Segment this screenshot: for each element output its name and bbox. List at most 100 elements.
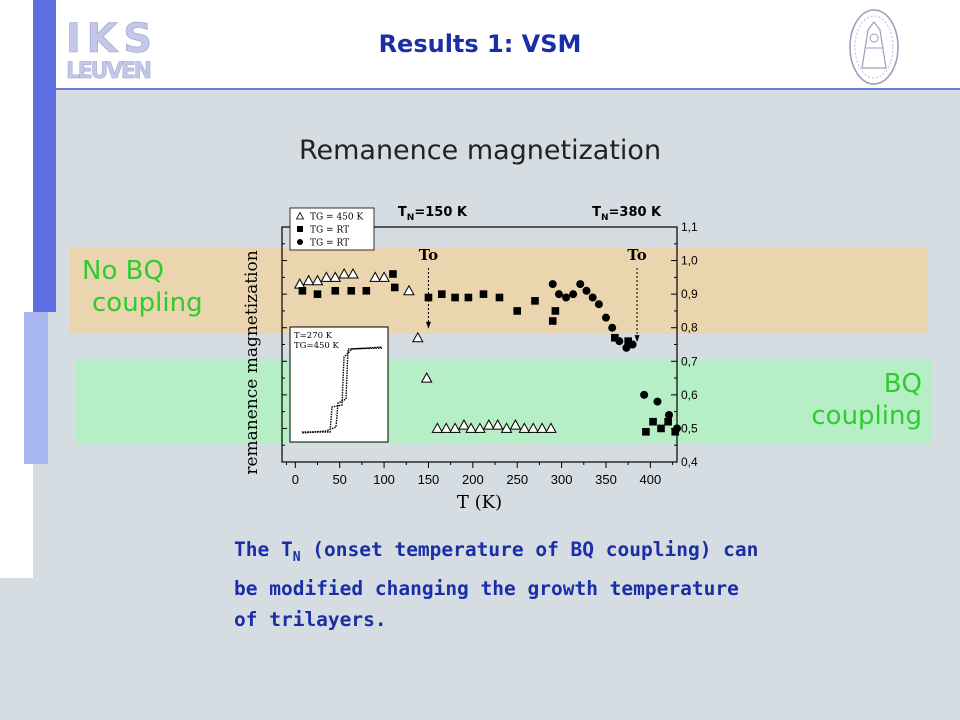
data-point-triangle bbox=[293, 278, 306, 289]
data-point-triangle bbox=[482, 419, 495, 430]
data-point-triangle bbox=[518, 422, 531, 433]
legend-label: TG = RT bbox=[310, 239, 349, 249]
data-point-square bbox=[313, 290, 322, 298]
x-tick-label: 300 bbox=[551, 472, 573, 487]
data-point-square bbox=[657, 424, 665, 433]
legend-marker-triangle bbox=[295, 211, 305, 220]
accent-bar-light bbox=[24, 312, 48, 464]
data-point-triangle bbox=[311, 274, 324, 286]
legend-box bbox=[289, 207, 375, 251]
logo-line-1: IKS bbox=[66, 16, 152, 62]
chart-title: Remanence magnetization bbox=[298, 135, 662, 166]
data-point-square bbox=[649, 417, 657, 426]
x-tick-label: 150 bbox=[418, 472, 440, 487]
data-point-circle bbox=[665, 411, 674, 419]
data-point-square bbox=[495, 293, 504, 302]
header-divider bbox=[56, 88, 960, 90]
data-point-square bbox=[531, 297, 539, 305]
data-point-circle bbox=[554, 290, 563, 299]
accent-bar-dark bbox=[33, 0, 56, 312]
y-tick-label: 0,9 bbox=[681, 287, 698, 301]
legend-marker-circle bbox=[297, 239, 303, 245]
x-tick-label: 0 bbox=[292, 472, 299, 487]
data-point-square bbox=[611, 333, 619, 342]
data-point-triangle bbox=[491, 419, 504, 430]
data-point-circle bbox=[582, 286, 591, 295]
x-tick-label: 200 bbox=[462, 472, 484, 487]
data-point-triangle bbox=[449, 422, 461, 433]
data-point-square bbox=[464, 293, 473, 302]
data-point-triangle bbox=[329, 271, 342, 282]
inset-box bbox=[289, 326, 389, 443]
data-point-circle bbox=[594, 300, 603, 309]
caption: The TN (onset temperature of BQ coupling… bbox=[234, 534, 774, 635]
data-point-circle bbox=[640, 390, 649, 399]
tn-annotation-subscript: N bbox=[407, 213, 415, 223]
data-point-triangle bbox=[347, 267, 359, 279]
data-point-triangle bbox=[545, 422, 557, 433]
data-point-triangle bbox=[500, 422, 513, 433]
data-point-square bbox=[347, 286, 356, 295]
data-point-triangle bbox=[440, 422, 453, 433]
data-point-triangle bbox=[369, 271, 382, 282]
inset-hysteresis-down bbox=[301, 347, 383, 434]
university-seal-icon bbox=[849, 9, 899, 85]
x-tick-label: 100 bbox=[373, 472, 395, 487]
data-point-circle bbox=[601, 313, 610, 322]
data-point-square bbox=[451, 293, 459, 302]
left-margin bbox=[0, 0, 33, 578]
y-tick-label: 0,7 bbox=[681, 354, 698, 368]
y-tick-label: 0,4 bbox=[681, 455, 698, 469]
no-bq-label-line-2: coupling bbox=[92, 288, 203, 318]
data-point-triangle bbox=[458, 419, 470, 430]
remanence-chart: 0 50 100 150 200 250 300 350 400 0,4 0,5 0,6 0,7 0,8 0… bbox=[242, 205, 698, 513]
legend-label: TG = 450 K bbox=[310, 213, 363, 223]
data-point-circle bbox=[622, 343, 631, 352]
data-point-triangle bbox=[536, 422, 548, 433]
x-tick-label: 250 bbox=[506, 472, 528, 487]
y-tick-label: 1,1 bbox=[681, 220, 698, 234]
y-tick-label: 1,0 bbox=[681, 254, 698, 268]
tn-annotation-subscript: N bbox=[601, 213, 609, 223]
data-point-square bbox=[437, 290, 446, 298]
tn-annotation-value: =150 K bbox=[414, 205, 468, 220]
tn-annotation: TN=150 K bbox=[398, 205, 468, 223]
tn-annotation: TN=380 K bbox=[592, 205, 662, 223]
data-point-square bbox=[551, 307, 560, 315]
data-point-triangle bbox=[338, 267, 350, 279]
data-point-square bbox=[642, 427, 650, 436]
iks-leuven-logo: IKS LEUVEN bbox=[66, 16, 152, 82]
x-tick-label: 50 bbox=[332, 472, 346, 487]
legend-label: TG = RT bbox=[310, 226, 349, 236]
data-point-triangle bbox=[403, 284, 415, 296]
data-point-square bbox=[390, 283, 399, 292]
data-point-triangle bbox=[378, 271, 390, 282]
data-point-square bbox=[479, 290, 488, 298]
data-point-circle bbox=[608, 323, 617, 332]
data-point-triangle bbox=[509, 419, 522, 430]
caption-subscript: N bbox=[292, 549, 301, 565]
data-point-circle bbox=[628, 340, 637, 349]
y-axis-label: remanence magnetization bbox=[242, 250, 262, 474]
data-point-circle bbox=[576, 280, 585, 289]
data-point-circle bbox=[673, 424, 681, 433]
data-point-triangle bbox=[465, 422, 477, 433]
y-tick-label: 0,8 bbox=[681, 321, 698, 335]
bq-label-line-2: coupling bbox=[811, 401, 922, 431]
logo-line-2: LEUVEN bbox=[66, 59, 152, 82]
inset-label: T=270 K bbox=[294, 331, 333, 341]
x-tick-label: 350 bbox=[595, 472, 617, 487]
data-point-square bbox=[389, 270, 397, 278]
data-point-triangle bbox=[431, 422, 444, 433]
tn-annotation-value: =380 K bbox=[609, 205, 663, 220]
to-marker-arrow bbox=[634, 335, 640, 343]
data-point-circle bbox=[548, 280, 557, 289]
data-point-triangle bbox=[320, 271, 333, 282]
data-point-triangle bbox=[420, 372, 433, 383]
legend-marker-square bbox=[297, 226, 303, 232]
data-point-square bbox=[298, 286, 307, 295]
x-axis-label: T (K) bbox=[457, 492, 502, 513]
data-point-square bbox=[624, 337, 632, 345]
header bbox=[56, 0, 960, 90]
slide-title: Results 1: VSM bbox=[378, 30, 582, 58]
